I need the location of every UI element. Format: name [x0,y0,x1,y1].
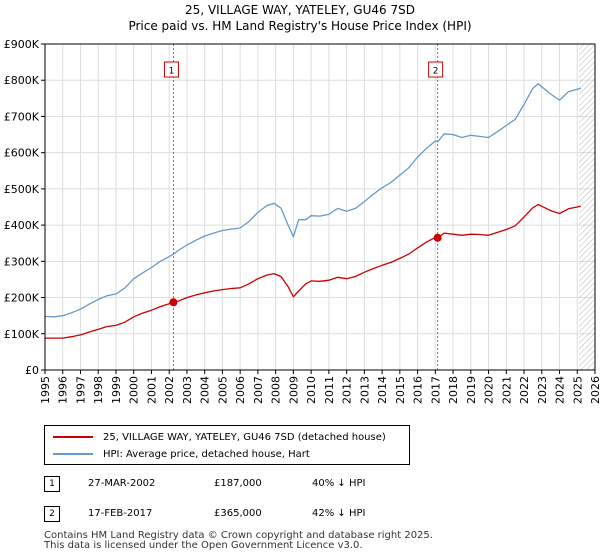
x-tick-label: 2021 [500,376,513,404]
chart: 1 2 £0 £100K £200K £300K £400K £500K £600K £700K… [4,38,600,404]
sale-number-badge: 2 [44,506,60,522]
sale-date: 27-MAR-2002 [88,478,156,489]
x-tick-label: 2010 [305,376,318,404]
sale-price: £365,000 [214,508,262,519]
y-tick-label: £400K [4,219,40,232]
x-tick-label: 2006 [234,376,247,404]
y-tick-label: £800K [4,74,40,87]
forecast-hatch [579,44,595,370]
x-tick-label: 2023 [536,376,549,404]
x-tick-label: 2017 [429,376,442,404]
x-tick-label: 2025 [571,376,584,404]
x-tick-label: 2011 [323,376,336,404]
x-tick-label: 2026 [589,376,600,404]
y-tick-label: £300K [4,255,40,268]
legend-swatch-hpi [53,453,93,455]
y-tick-label: £900K [4,38,40,51]
x-tick-label: 2012 [341,376,354,404]
sale-marker-box [163,61,179,78]
legend-item-property: 25, VILLAGE WAY, YATELEY, GU46 7SD (deta… [53,430,386,444]
x-tick-label: 2015 [394,376,407,404]
x-tick-label: 1995 [39,376,52,404]
x-tick-label: 2007 [252,376,265,404]
x-tick-label: 2018 [447,376,460,404]
x-tick-label: 2019 [465,376,478,404]
y-tick-label: £100K [4,328,40,341]
legend-label-hpi: HPI: Average price, detached house, Hart [103,448,310,460]
x-tick-label: 2009 [287,376,300,404]
y-tick-label: £700K [4,110,40,123]
x-tick-label: 1997 [74,376,87,404]
x-tick-label: 1999 [110,376,123,404]
y-tick-label: £200K [4,292,40,305]
footer-copyright: Contains HM Land Registry data © Crown c… [44,530,433,541]
property-series-line [45,203,581,339]
sale-point [169,298,178,307]
x-tick-label: 1996 [57,376,70,404]
x-tick-label: 1998 [92,376,105,404]
x-tick-label: 2004 [199,376,212,404]
x-tick-label: 2002 [163,376,176,404]
sale-marker-label: 2 [433,67,439,77]
x-tick-label: 2020 [483,376,496,404]
legend-item-hpi: HPI: Average price, detached house, Hart [53,447,310,461]
sale-hpi-diff: 42% ↓ HPI [312,508,366,519]
chart-legend: 25, VILLAGE WAY, YATELEY, GU46 7SD (deta… [44,425,410,465]
axes-frame [44,43,596,371]
sale-marker-label: 1 [169,67,175,77]
x-tick-label: 2016 [412,376,425,404]
y-tick-label: £500K [4,183,40,196]
x-tick-label: 2014 [376,376,389,404]
x-tick-label: 2005 [216,376,229,404]
x-tick-label: 2013 [358,376,371,404]
chart-title: 25, VILLAGE WAY, YATELEY, GU46 7SD [185,3,415,17]
sale-point [433,233,442,242]
sale-date: 17-FEB-2017 [88,508,153,519]
x-tick-label: 2024 [554,376,567,404]
x-tick-label: 2022 [518,376,531,404]
sale-marker-box [428,61,444,78]
footer: Contains HM Land Registry data © Crown c… [44,531,433,551]
x-tick-label: 2000 [128,376,141,404]
sale-hpi-diff: 40% ↓ HPI [312,478,366,489]
sale-price: £187,000 [214,478,262,489]
legend-label-property: 25, VILLAGE WAY, YATELEY, GU46 7SD (deta… [103,431,386,443]
footer-licence: This data is licensed under the Open Gov… [44,540,363,551]
y-tick-label: £0 [25,364,39,377]
chart-subtitle: Price paid vs. HM Land Registry's House … [128,19,472,33]
x-tick-label: 2003 [181,376,194,404]
y-tick-label: £600K [4,147,40,160]
legend-swatch-property [53,436,93,438]
sale-number-badge: 1 [44,476,60,492]
hpi-series-line [44,83,581,318]
x-tick-label: 2008 [270,376,283,404]
x-tick-label: 2001 [145,376,158,404]
